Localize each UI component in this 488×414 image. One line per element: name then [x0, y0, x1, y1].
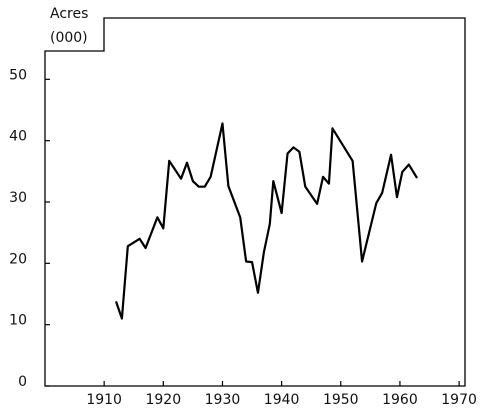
y-axis-label: (000)	[50, 30, 88, 46]
x-tick-label: 1920	[145, 392, 181, 408]
x-tick-label: 1970	[441, 392, 477, 408]
y-tick-label: 50	[9, 67, 27, 83]
y-tick-label: 20	[9, 251, 27, 267]
x-tick-label: 1960	[382, 392, 418, 408]
x-tick-label: 1940	[264, 392, 300, 408]
x-tick-label: 1910	[86, 392, 122, 408]
y-tick-label: 30	[9, 190, 27, 206]
y-tick-label: 40	[9, 129, 27, 145]
data-line	[114, 122, 419, 320]
x-tick-label: 1930	[205, 392, 241, 408]
y-tick-label: 10	[9, 313, 27, 329]
plot-frame	[44, 17, 466, 387]
y-tick-label: 0	[18, 374, 27, 390]
x-tick-label: 1950	[323, 392, 359, 408]
y-axis-label: Acres	[50, 6, 88, 22]
